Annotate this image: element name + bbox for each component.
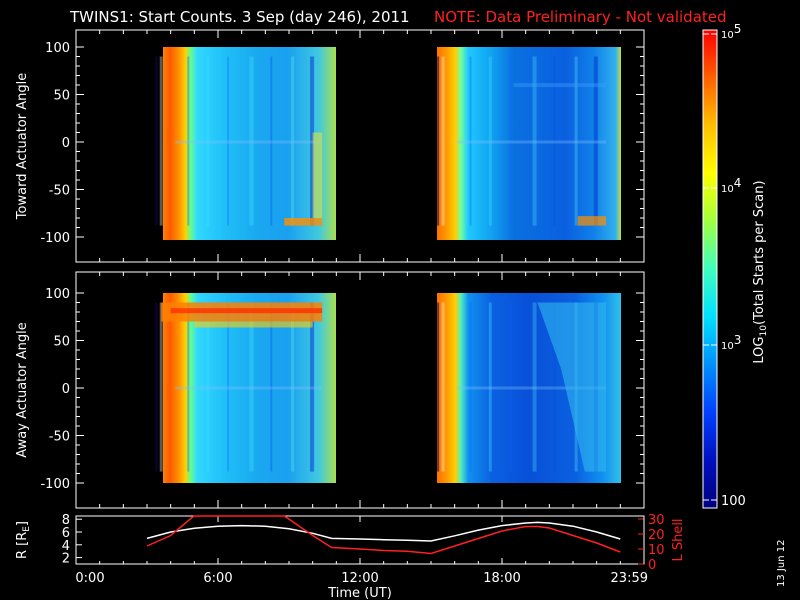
- colorbar-label: LOG10(Total Starts per Scan): [752, 180, 769, 363]
- spectrogram-streak: [159, 56, 163, 226]
- data-block-1: [163, 47, 336, 240]
- y-tick-label: -50: [49, 184, 70, 199]
- x-tick-label: 23:59: [611, 571, 648, 586]
- y-tick-label: 4: [62, 539, 70, 554]
- colorbar-tick-label: 100: [721, 494, 746, 509]
- y-tick-label: 50: [53, 335, 70, 350]
- toward-angle-panel: 100 50 0 -50 -100 Toward Actuator Angle: [15, 29, 645, 263]
- spectrogram-band: [175, 140, 323, 144]
- y-tick-label: 2: [62, 552, 70, 567]
- y-tick-label: -100: [40, 477, 70, 492]
- x-tick-label: 6:00: [203, 571, 232, 586]
- spectrogram-streak: [187, 56, 190, 226]
- time-axis-label: Time (UT): [327, 586, 392, 600]
- radius-line: [146, 521, 621, 542]
- lshell-label: L Shell: [671, 518, 686, 561]
- spectrogram-streak: [469, 56, 472, 226]
- lshell-line: [146, 515, 621, 555]
- spectrogram-streak: [310, 56, 315, 226]
- spectrogram-hotspot: [312, 132, 323, 218]
- spectrogram-streak: [488, 56, 492, 226]
- spectrogram-streak: [509, 56, 512, 226]
- x-tick-label: 12:00: [341, 571, 378, 586]
- spectrogram-streak: [469, 302, 472, 472]
- spectrogram-streak: [187, 302, 190, 472]
- spectrogram-streak: [509, 302, 512, 472]
- spectrogram-streak: [270, 302, 273, 472]
- spectrogram-streak: [249, 302, 254, 472]
- spectrogram-streak: [206, 302, 210, 472]
- y-tick-label: 100: [45, 41, 70, 56]
- y-tick-label: 100: [45, 287, 70, 302]
- spectrogram-streak: [227, 56, 230, 226]
- spectrogram-streak: [155, 302, 158, 472]
- spectrogram-streak: [441, 302, 445, 472]
- spectrogram-band: [175, 386, 323, 390]
- spectrogram-streak: [159, 302, 163, 472]
- spectrogram-band: [457, 140, 607, 144]
- spectrogram-streak: [155, 56, 158, 226]
- y-right-tick-label: 0: [648, 558, 656, 573]
- y-right-tick-label: 20: [648, 528, 665, 543]
- spectrogram-streak: [437, 56, 440, 226]
- toward-angle-label: Toward Actuator Angle: [15, 73, 30, 220]
- spectrogram-band: [513, 83, 607, 88]
- spectrogram-streak: [437, 302, 440, 472]
- y-tick-label: 6: [62, 526, 70, 541]
- spectrogram-streak: [291, 56, 295, 226]
- away-angle-label: Away Actuator Angle: [15, 322, 30, 457]
- y-tick-label: 0: [62, 136, 70, 151]
- y-tick-label: 8: [62, 513, 70, 528]
- y-right-tick-label: 30: [648, 513, 665, 528]
- spectrogram-streak: [553, 56, 556, 226]
- plot-title: TWINS1: Start Counts. 3 Sep (day 246), 2…: [69, 8, 410, 26]
- away-angle-panel: 100 50 0 -50 -100 Away Actuator Angle: [15, 271, 645, 509]
- spectrogram-hotspot: [194, 321, 313, 328]
- spectrogram-streak: [227, 302, 230, 472]
- radius-label: R [RE]: [15, 521, 32, 559]
- spectrogram-streak: [593, 56, 598, 226]
- x-tick-label: 0:00: [75, 571, 104, 586]
- spectrogram-streak: [532, 302, 537, 472]
- spectrogram-streak: [574, 56, 578, 226]
- y-tick-label: -100: [40, 231, 70, 246]
- spectrogram-streak: [249, 56, 254, 226]
- spectrogram-streak: [553, 302, 556, 472]
- spectrogram-streak: [441, 56, 445, 226]
- y-tick-label: 50: [53, 89, 70, 104]
- spectrogram-streak: [310, 302, 315, 472]
- data-block-2: [437, 47, 621, 240]
- spectrogram-hotspot: [284, 218, 323, 226]
- panel1-detail: [155, 56, 607, 226]
- preliminary-note: NOTE: Data Preliminary - Not validated: [434, 8, 727, 26]
- generation-date: 13 Jun 12: [776, 540, 787, 587]
- y-right-tick-label: 10: [648, 543, 665, 558]
- spectrogram-band: [457, 386, 607, 390]
- spectrogram-wedge: [537, 302, 607, 472]
- spectrogram-hotspot: [170, 308, 323, 314]
- spectrogram-streak: [206, 56, 210, 226]
- colorbar-tick-label: 104: [721, 176, 741, 195]
- colorbar-scale: [702, 29, 718, 509]
- y-tick-label: -50: [49, 430, 70, 445]
- colorbar-tick-label: 103: [721, 333, 741, 352]
- x-tick-label: 18:00: [483, 571, 520, 586]
- spectrogram-streak: [291, 302, 295, 472]
- spectrogram-streak: [270, 56, 273, 226]
- spectrogram-streak: [488, 302, 492, 472]
- panel2-detail: [155, 302, 607, 472]
- y-tick-label: 0: [62, 382, 70, 397]
- spectrogram-hotspot: [577, 216, 607, 226]
- spectrogram-streak: [532, 56, 537, 226]
